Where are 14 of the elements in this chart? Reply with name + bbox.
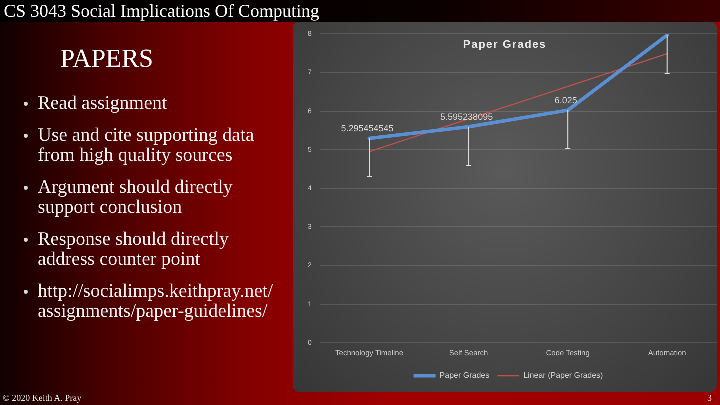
- text: Argument should directly support conclusion: [38, 177, 233, 218]
- text: http://socialimps.keithpray.net/assignments/paper-guidelines/: [38, 281, 274, 322]
- text: Response should directly address counter point: [38, 229, 230, 270]
- text: 3: [708, 392, 712, 404]
- text: Paper Grades: [463, 39, 547, 52]
- text: CS 3043 Social Implications Of Computing: [4, 0, 320, 22]
- text: PAPERS: [60, 44, 154, 74]
- data-label: 6.025: [554, 95, 578, 106]
- text: Use and cite supporting data from high quality sources: [38, 125, 254, 166]
- legend-label: Paper Grades: [440, 371, 490, 380]
- legend-label: Linear (Paper Grades): [524, 371, 604, 380]
- text: Read assignment: [38, 93, 168, 114]
- text: © 2020 Keith A. Pray: [3, 392, 82, 404]
- data-label: 5.295454545: [341, 124, 394, 134]
